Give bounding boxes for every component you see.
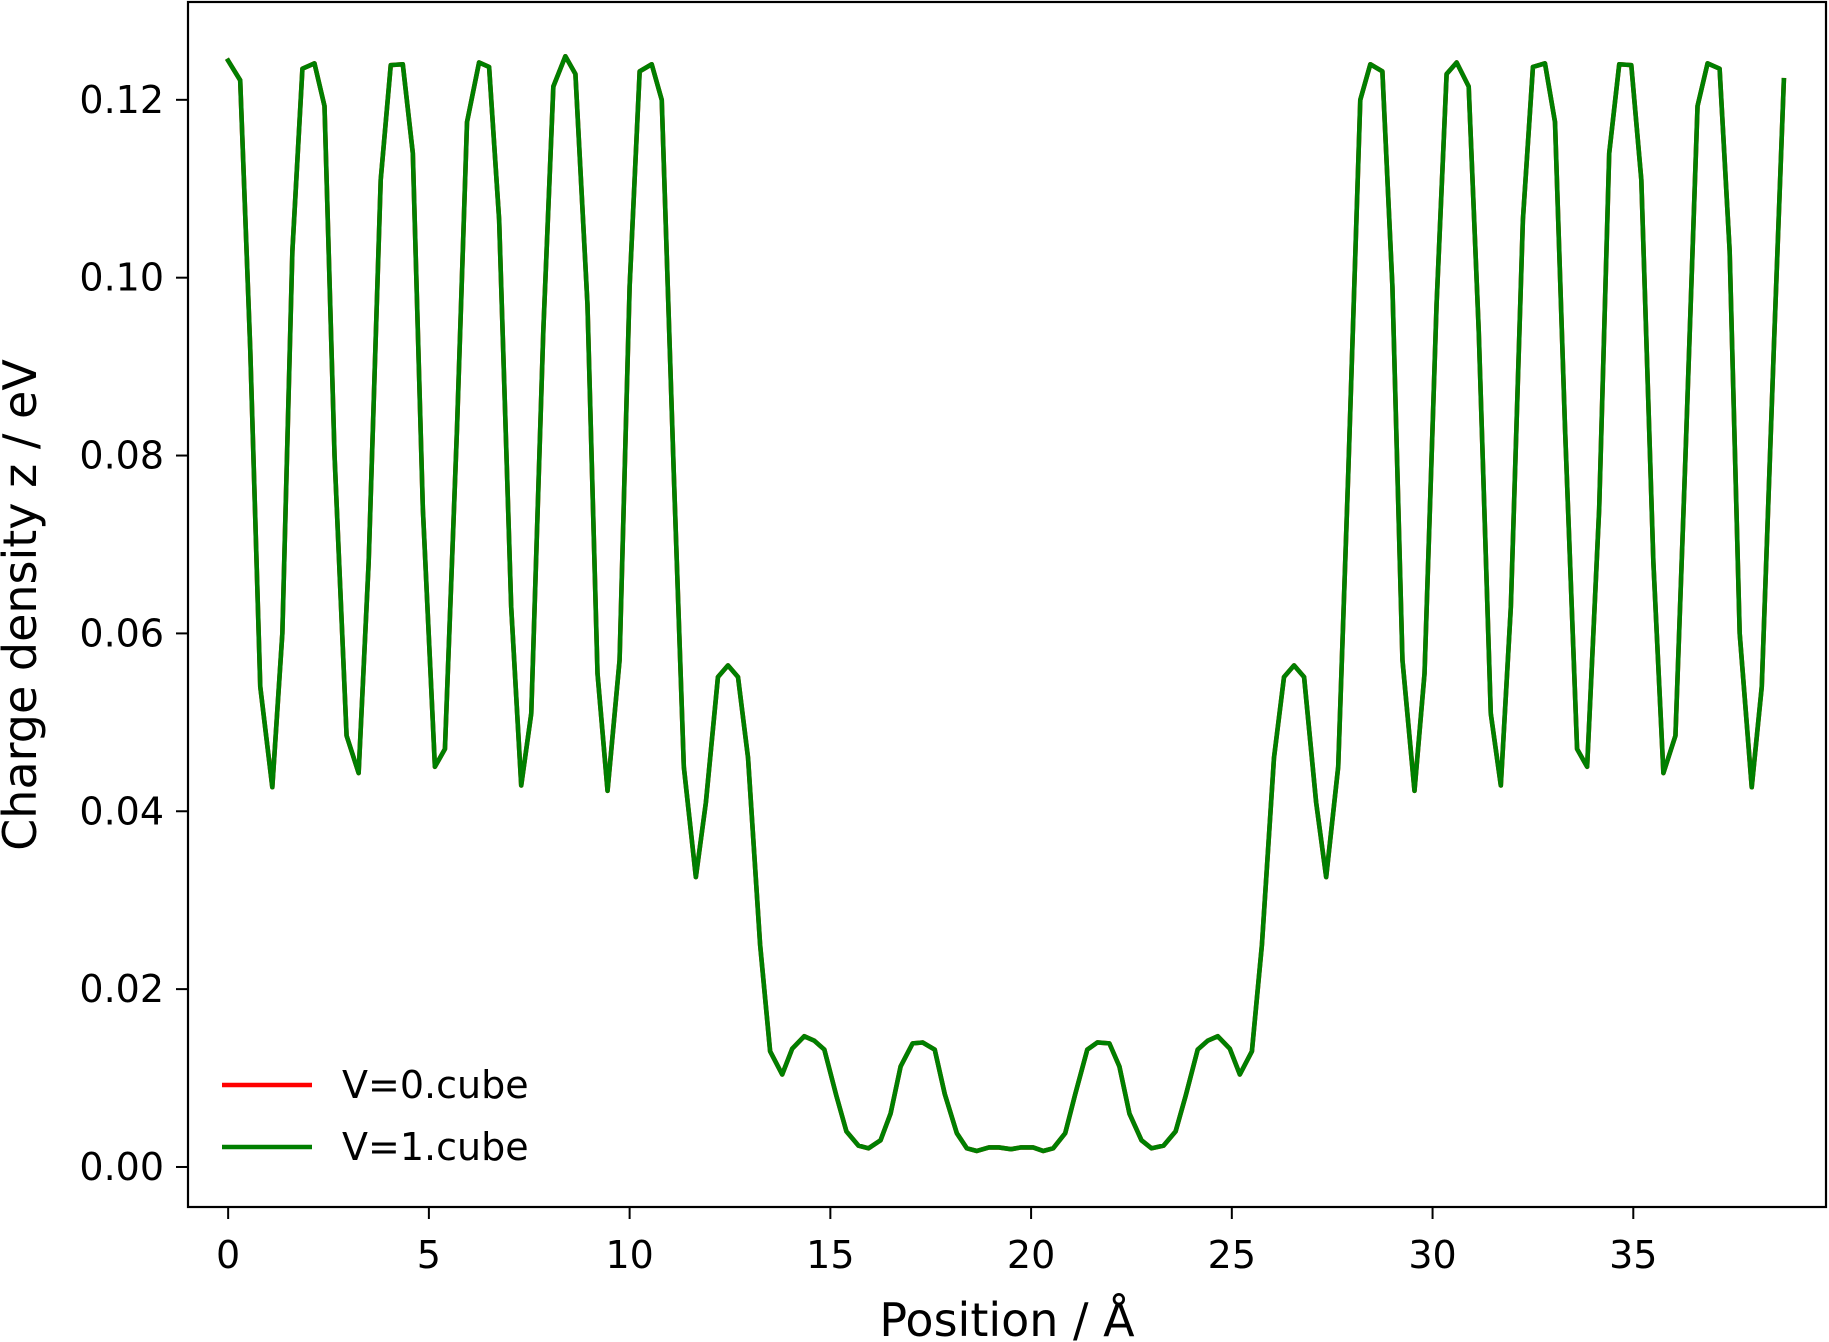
y-tick-label: 0.12: [79, 78, 164, 122]
x-tick-label: 20: [1007, 1233, 1055, 1277]
series-layer: [224, 53, 1787, 1154]
x-tick-label: 5: [417, 1233, 441, 1277]
y-tick-label: 0.00: [79, 1145, 164, 1189]
y-axis-ticks: 0.00 0.02 0.04 0.06 0.08 0.10 0.12: [79, 78, 188, 1189]
y-tick-label: 0.06: [79, 611, 164, 655]
series-line-1: [224, 53, 1787, 1154]
x-tick-label: 25: [1208, 1233, 1256, 1277]
y-tick-label: 0.10: [79, 256, 164, 300]
y-tick-label: 0.08: [79, 434, 164, 478]
x-axis-title: Position / Å: [879, 1293, 1135, 1342]
legend-label-1: V=1.cube: [342, 1125, 529, 1169]
x-tick-label: 10: [605, 1233, 653, 1277]
legend-label-0: V=0.cube: [342, 1063, 529, 1107]
legend: V=0.cube V=1.cube: [222, 1063, 529, 1169]
x-axis-ticks: 0 5 10 15 20 25 30 35: [216, 1207, 1657, 1277]
x-tick-label: 15: [806, 1233, 854, 1277]
y-axis-title: Charge density z / eV: [0, 359, 47, 851]
x-tick-label: 30: [1408, 1233, 1456, 1277]
x-tick-label: 35: [1609, 1233, 1657, 1277]
x-tick-label: 0: [216, 1233, 240, 1277]
plot-frame: [186, 0, 1828, 1209]
y-tick-label: 0.04: [79, 789, 164, 833]
y-tick-label: 0.02: [79, 967, 164, 1011]
